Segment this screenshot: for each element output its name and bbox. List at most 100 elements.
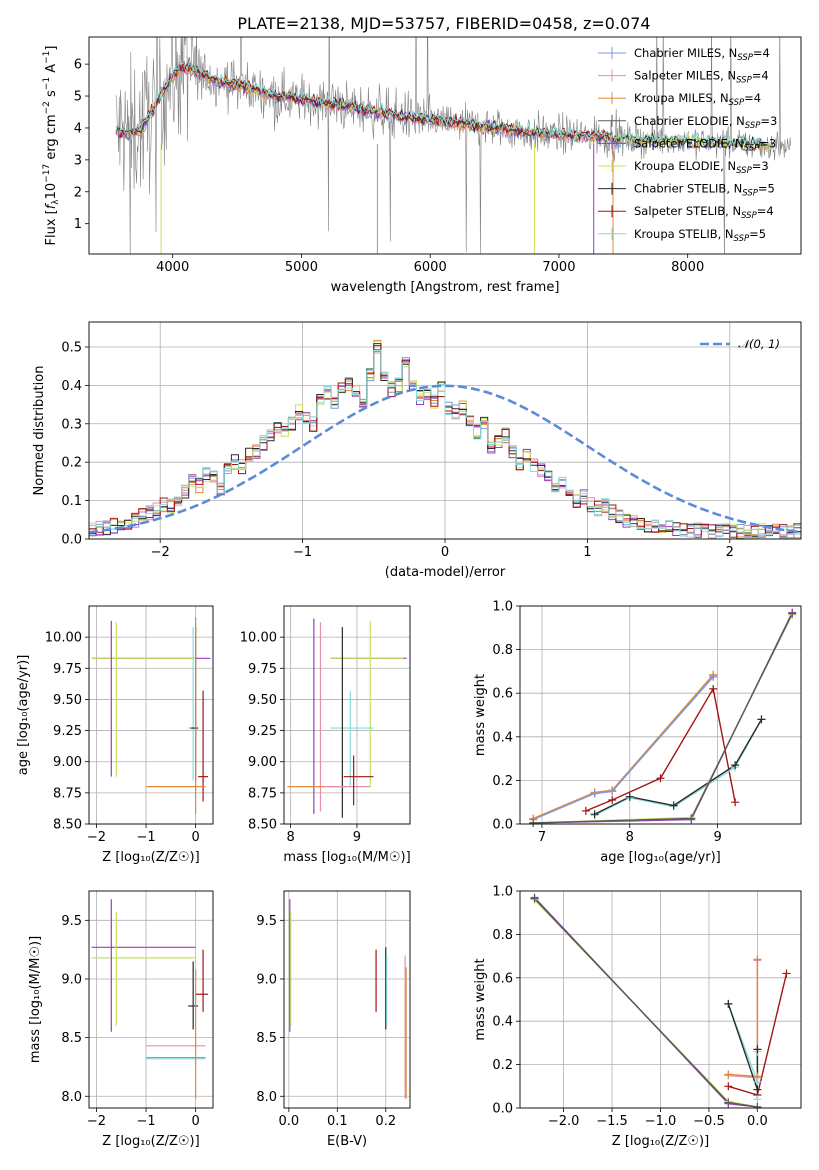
plot-area	[287, 618, 407, 818]
x-tick-label: 8	[626, 830, 634, 845]
x-axis-label: wavelength [Angstrom, rest frame]	[331, 280, 560, 295]
y-tick-label: 8.5	[61, 1031, 82, 1046]
x-axis-label: Z [log₁₀(Z/Z☉)]	[102, 850, 199, 865]
x-tick-label: 0.2	[375, 1114, 396, 1129]
y-tick-label: 0.2	[492, 774, 513, 789]
y-tick-label: 0.5	[61, 340, 82, 355]
data-point-marker	[608, 796, 617, 805]
x-tick-label: −2	[151, 545, 170, 560]
y-tick-label: 8.0	[61, 1090, 82, 1105]
model-spectrum-line	[115, 62, 772, 152]
y-tick-label: 8.50	[248, 818, 277, 833]
data-point-marker	[753, 1077, 762, 1086]
x-tick-label: 0	[191, 830, 199, 845]
y-tick-label: 0.4	[61, 379, 82, 394]
plot-area	[89, 339, 801, 539]
plot-area	[91, 899, 209, 1099]
y-tick-label: 9.5	[61, 914, 82, 929]
data-point-marker	[731, 798, 740, 807]
y-tick-label: 0.1	[61, 494, 82, 509]
panel-mass_vs_Z: −2 −1 0 8.0 8.5 9.0 9.5 Z [log₁₀(Z/Z☉)] mass [lo…	[28, 890, 214, 1149]
y-tick-label: 9.00	[248, 755, 277, 770]
series-line	[533, 614, 793, 824]
x-tick-label: 8	[286, 830, 294, 845]
data-point-marker	[731, 761, 740, 770]
y-tick-label: 9.75	[53, 662, 82, 677]
y-tick-label: 5	[74, 90, 82, 105]
normal-curve	[89, 384, 801, 534]
y-tick-label: 8.75	[53, 786, 82, 801]
x-tick-label: −1	[293, 545, 312, 560]
y-tick-label: 3	[74, 153, 82, 168]
data-point-marker	[709, 684, 718, 693]
panel-age_vs_Z: −2 −1 0 8.50 8.75 9.00 9.25 9.50 9.75 10.00 Z [log…	[16, 605, 214, 865]
axes-frame	[519, 605, 802, 825]
x-tick-label: 4000	[156, 260, 189, 275]
x-tick-label: 9	[713, 830, 721, 845]
x-axis-label: mass [log₁₀(M/M☉)]	[283, 850, 410, 865]
y-tick-label: 0.0	[61, 533, 82, 548]
data-point-marker	[753, 955, 762, 964]
y-tick-label: 9.5	[256, 914, 277, 929]
y-tick-label: 1.0	[492, 885, 513, 900]
y-tick-label: 9.00	[53, 755, 82, 770]
plot-area	[289, 899, 407, 1099]
x-tick-label: 8000	[671, 260, 704, 275]
x-axis-label: E(B-V)	[327, 1134, 367, 1149]
y-tick-label: 0.2	[492, 1058, 513, 1073]
y-tick-label: 0.4	[492, 730, 513, 745]
data-point-marker	[656, 774, 665, 783]
panel-residuals: −2 −1 0 1 2 0.0 0.1 0.2 0.3 0.4 0.5 (data-model)/er…	[32, 321, 802, 580]
x-tick-label: 5000	[285, 260, 318, 275]
y-tick-label: 9.0	[256, 972, 277, 987]
x-tick-label: −2	[87, 1114, 106, 1129]
y-tick-label: 0.0	[492, 818, 513, 833]
data-point-marker	[788, 609, 797, 618]
legend-entry: Salpeter ELODIE, NSSP=3	[634, 136, 776, 153]
x-tick-label: −2.0	[548, 1114, 580, 1129]
x-tick-label: −1.5	[596, 1114, 628, 1129]
y-axis-label: Normed distribution	[32, 366, 47, 496]
y-tick-label: 10.00	[45, 631, 82, 646]
x-tick-label: 0.1	[327, 1114, 348, 1129]
series-line	[533, 899, 758, 1108]
series-line	[533, 898, 758, 1108]
data-point-marker	[753, 1102, 762, 1111]
y-tick-label: 4	[74, 121, 82, 136]
x-tick-label: −1.0	[645, 1114, 677, 1129]
data-point-marker	[687, 814, 696, 823]
y-tick-label: 1	[74, 217, 82, 232]
y-tick-label: 6	[74, 58, 82, 73]
y-tick-label: 9.50	[248, 693, 277, 708]
series-line	[533, 612, 793, 824]
plot-area	[91, 617, 211, 815]
axes-frame	[88, 605, 214, 825]
data-point-marker	[625, 792, 634, 801]
data-point-marker	[724, 1098, 733, 1107]
y-tick-label: 1.0	[492, 600, 513, 615]
x-tick-label: −1	[136, 1114, 155, 1129]
axes-frame	[283, 605, 411, 825]
y-tick-label: 8.75	[248, 786, 277, 801]
series-line	[533, 613, 793, 824]
legend-entry: Chabrier STELIB, NSSP=5	[634, 182, 775, 199]
model-spectrum-line	[115, 61, 611, 142]
data-point-marker	[709, 672, 718, 681]
panel-spectrum: 4000 5000 6000 7000 8000 1 2 3 4 5 6 wavelength [An…	[42, 36, 802, 295]
legend-entry: Salpeter STELIB, NSSP=4	[634, 204, 774, 221]
data-point-marker	[529, 818, 538, 827]
y-tick-label: 8.50	[53, 818, 82, 833]
panel-weight_vs_Z: −2.0 −1.5 −1.0 −0.5 0.0 0.0 0.2 0.4 0.6 0.8 1.0 Z […	[473, 885, 802, 1149]
x-axis-label: Z [log₁₀(Z/Z☉)]	[102, 1134, 199, 1149]
x-tick-label: 7000	[542, 260, 575, 275]
x-tick-label: 7	[538, 830, 546, 845]
legend-entry: 𝒩(0, 1)	[738, 337, 780, 351]
axes-frame	[88, 890, 214, 1109]
figure-title: PLATE=2138, MJD=53757, FIBERID=0458, z=0…	[237, 14, 650, 33]
data-point-marker	[782, 969, 791, 978]
legend-entry: Chabrier ELODIE, NSSP=3	[634, 114, 777, 131]
x-tick-label: 2	[726, 545, 734, 560]
y-tick-label: 8.0	[256, 1090, 277, 1105]
model-spectrum-line	[115, 60, 766, 149]
